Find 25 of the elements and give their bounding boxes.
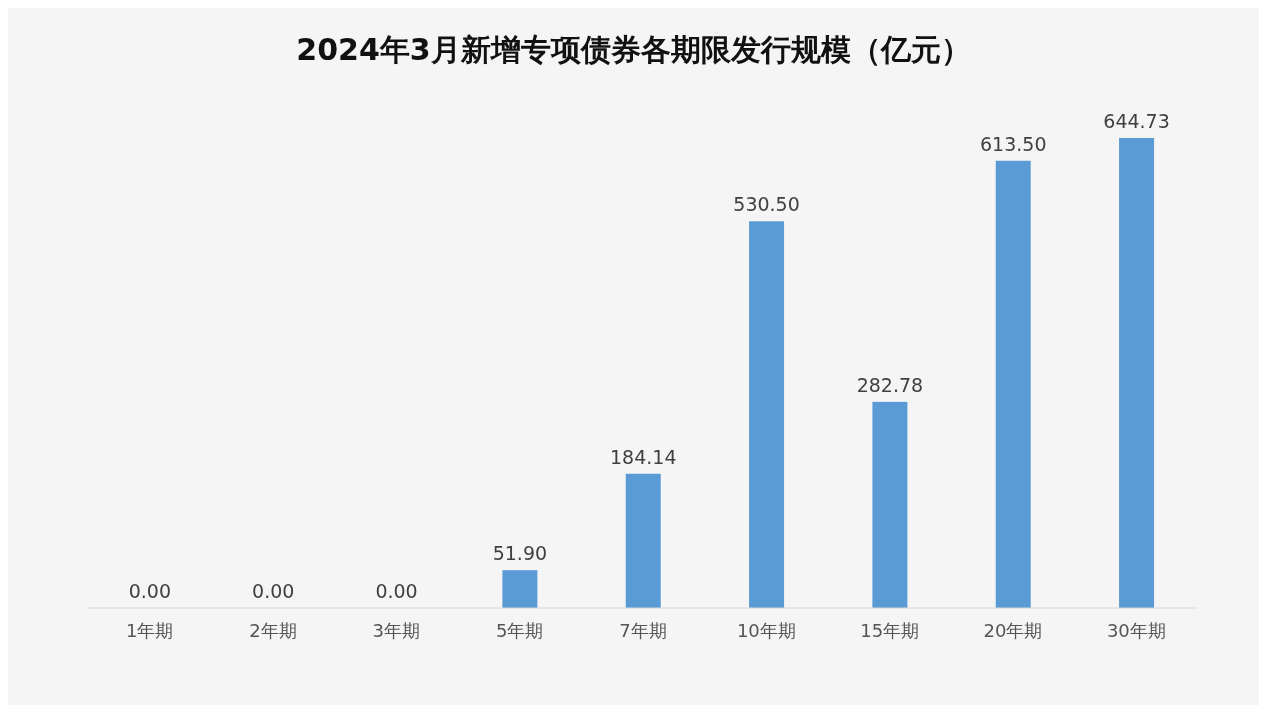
x-tick-label: 5年期 [495, 619, 544, 641]
data-label: 0.00 [375, 580, 418, 602]
x-tick-label: 15年期 [860, 619, 920, 641]
data-label: 282.78 [856, 373, 924, 396]
bar [749, 221, 785, 608]
x-tick-label: 1年期 [125, 619, 174, 641]
data-label: 184.14 [609, 445, 677, 468]
x-tick-label: 30年期 [1106, 619, 1166, 641]
data-label: 530.50 [733, 193, 800, 216]
data-label: 613.50 [979, 132, 1047, 155]
bar [625, 473, 661, 608]
bar [872, 401, 908, 608]
x-tick-label: 7年期 [619, 619, 667, 641]
data-label: 0.00 [128, 580, 172, 602]
bar [1119, 138, 1155, 608]
data-label: 0.00 [252, 580, 295, 602]
bar [502, 570, 538, 608]
x-tick-label: 2年期 [249, 619, 297, 641]
bar [995, 160, 1031, 608]
x-tick-label: 20年期 [983, 619, 1043, 641]
chart-title: 2024年3月新增专项债券各期限发行规模（亿元） [295, 31, 972, 69]
data-label: 51.90 [492, 542, 548, 565]
data-label: 644.73 [1103, 110, 1170, 132]
x-tick-label: 10年期 [736, 619, 796, 641]
x-tick-label: 3年期 [372, 619, 421, 641]
